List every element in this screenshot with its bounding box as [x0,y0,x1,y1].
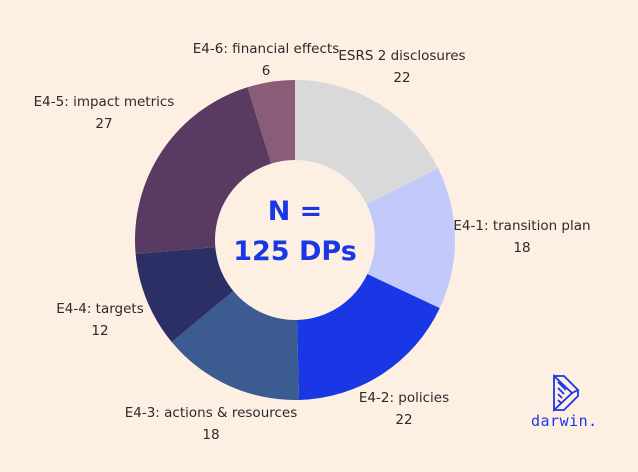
slice-label-e4-6-financial-effects: E4-6: financial effects [193,41,339,57]
darwin-logo-icon [553,373,580,413]
slice-labels: ESRS 2 disclosures 22 E4-1: transition pla… [34,41,591,443]
slice-e4-4-targets [135,247,234,342]
slice-e4-1-transition-plan [366,168,455,309]
slice-value-e4-1-transition-plan: 18 [513,240,530,256]
slice-value-e4-5-impact-metrics: 27 [95,116,112,132]
slice-value-e4-4-targets: 12 [91,323,108,339]
slice-e4-5-impact-metrics [135,87,272,255]
slice-esrs-2-disclosures [295,80,439,205]
slice-label-e4-2-policies: E4-2: policies [359,390,449,406]
slice-e4-3-actions-resources [171,290,300,400]
center-total-label: N = [268,196,323,227]
slice-value-e4-2-policies: 22 [395,412,412,428]
slice-label-e4-4-targets: E4-4: targets [56,301,144,317]
slice-e4-2-policies [297,274,440,400]
donut-slices [135,80,455,400]
center-total-value: 125 DPs [233,236,357,267]
slice-label-e4-1-transition-plan: E4-1: transition plan [453,218,590,234]
slice-value-e4-6-financial-effects: 6 [262,63,271,79]
slice-label-e4-3-actions-resources: E4-3: actions & resources [125,405,298,421]
slice-value-esrs-2-disclosures: 22 [393,70,410,86]
slice-label-e4-5-impact-metrics: E4-5: impact metrics [34,94,175,110]
slice-value-e4-3-actions-resources: 18 [202,427,219,443]
slice-e4-6-financial-effects [247,80,295,164]
darwin-logo-text: darwin. [531,412,598,430]
slice-label-esrs-2-disclosures: ESRS 2 disclosures [338,48,465,64]
